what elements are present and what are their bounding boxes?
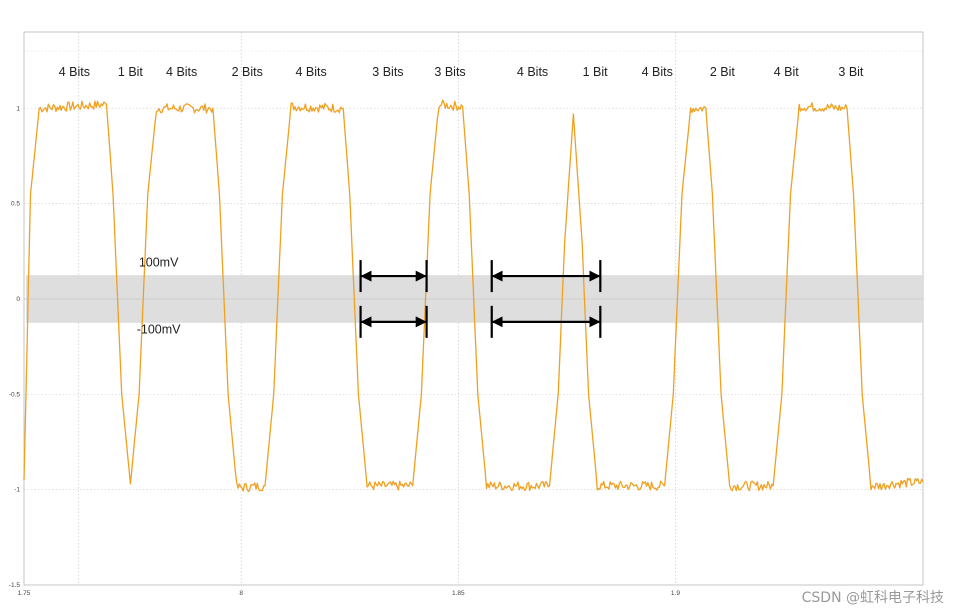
bit-count-label: 4 Bit bbox=[774, 65, 800, 79]
tick-layer: 1 0.5 0 -0.5 -1 -1.51.75 8 1.85 1.9 bbox=[9, 105, 681, 597]
x-tick-label: 8 bbox=[239, 590, 243, 597]
bit-count-label: 3 Bits bbox=[434, 65, 465, 79]
watermark: CSDN @虹科电子科技 bbox=[802, 590, 944, 606]
bit-count-label: 4 Bits bbox=[166, 65, 197, 79]
bit-count-label: 2 Bit bbox=[710, 65, 736, 79]
bit-count-label: 4 Bits bbox=[59, 65, 90, 79]
x-tick-label: 1.85 bbox=[452, 590, 465, 597]
threshold-label: 100mV bbox=[139, 256, 179, 270]
signal-layer bbox=[23, 99, 924, 493]
label-layer: 4 Bits 1 Bit 4 Bits 2 Bits 4 Bits 3 Bits 3 Bit… bbox=[59, 65, 864, 336]
y-tick-label: 0.5 bbox=[11, 201, 20, 208]
bit-count-label: 2 Bits bbox=[232, 65, 263, 79]
bit-count-label: 3 Bit bbox=[838, 65, 864, 79]
y-tick-label: -0.5 bbox=[9, 391, 21, 398]
x-tick-label: 1.9 bbox=[671, 590, 680, 597]
bit-count-label: 1 Bit bbox=[583, 65, 609, 79]
y-tick-label: 0 bbox=[16, 296, 20, 303]
y-tick-label: -1 bbox=[14, 487, 20, 494]
x-tick-label: 1.75 bbox=[18, 590, 31, 597]
bit-count-label: 3 Bits bbox=[372, 65, 403, 79]
bit-count-label: 4 Bits bbox=[517, 65, 548, 79]
y-tick-label: 1 bbox=[16, 105, 20, 112]
arrow-layer bbox=[359, 260, 602, 338]
bit-count-label: 1 Bit bbox=[118, 65, 144, 79]
signal-trace bbox=[23, 99, 924, 493]
y-tick-label: -1.5 bbox=[9, 582, 21, 589]
bit-count-label: 4 Bits bbox=[642, 65, 673, 79]
threshold-label: -100mV bbox=[137, 322, 181, 336]
bit-count-label: 4 Bits bbox=[295, 65, 326, 79]
